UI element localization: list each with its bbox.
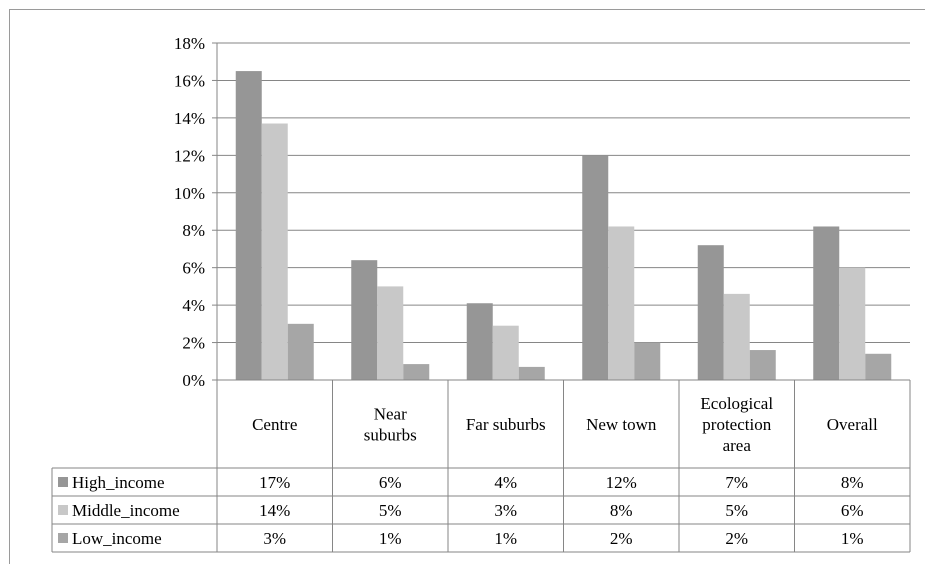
legend-label: High_income	[72, 473, 165, 492]
y-tick-label: 2%	[182, 334, 205, 353]
bar-low-income	[634, 342, 661, 380]
table-value-label: 2%	[610, 529, 633, 548]
bar-high-income	[351, 260, 378, 380]
bar-middle-income	[492, 325, 519, 380]
legend-label: Low_income	[72, 529, 162, 548]
legend-label: Middle_income	[72, 501, 180, 520]
y-tick-label: 16%	[174, 71, 205, 90]
chart-frame	[9, 9, 925, 564]
x-category-label: Overall	[827, 415, 878, 434]
table-value-label: 3%	[494, 501, 517, 520]
table-value-label: 1%	[494, 529, 517, 548]
table-value-label: 5%	[725, 501, 748, 520]
table-value-label: 8%	[610, 501, 633, 520]
legend-key-high-income	[58, 477, 68, 487]
bar-low-income	[518, 366, 545, 380]
bar-low-income	[287, 323, 314, 380]
table-value-label: 14%	[259, 501, 290, 520]
table-value-label: 4%	[494, 473, 517, 492]
table-value-label: 3%	[263, 529, 286, 548]
y-tick-label: 12%	[174, 146, 205, 165]
table-value-label: 17%	[259, 473, 290, 492]
bar-high-income	[582, 155, 609, 380]
x-category-label: Ecological protection area	[700, 394, 773, 455]
x-category-label: Far suburbs	[466, 415, 546, 434]
bar-high-income	[466, 303, 493, 380]
table-value-label: 1%	[841, 529, 864, 548]
y-tick-label: 10%	[174, 184, 205, 203]
y-tick-label: 6%	[182, 259, 205, 278]
bar-low-income	[749, 350, 776, 380]
bar-low-income	[403, 364, 430, 380]
y-tick-label: 0%	[182, 371, 205, 390]
y-tick-label: 8%	[182, 221, 205, 240]
table-value-label: 6%	[841, 501, 864, 520]
bar-middle-income	[723, 293, 750, 380]
table-value-label: 5%	[379, 501, 402, 520]
bar-low-income	[865, 353, 892, 380]
legend-key-low-income	[58, 533, 68, 543]
table-value-label: 7%	[725, 473, 748, 492]
bar-middle-income	[608, 226, 635, 380]
table-value-label: 2%	[725, 529, 748, 548]
y-tick-label: 18%	[174, 34, 205, 53]
legend-key-middle-income	[58, 505, 68, 515]
bar-middle-income	[261, 123, 288, 380]
table-value-label: 8%	[841, 473, 864, 492]
x-category-label: Centre	[252, 415, 297, 434]
bar-high-income	[235, 71, 262, 380]
y-tick-label: 14%	[174, 109, 205, 128]
table-value-label: 12%	[606, 473, 637, 492]
x-category-label: Near suburbs	[364, 405, 417, 445]
bar-high-income	[813, 226, 840, 380]
table-value-label: 1%	[379, 529, 402, 548]
bar-middle-income	[377, 286, 404, 380]
table-value-label: 6%	[379, 473, 402, 492]
bar-high-income	[697, 245, 724, 380]
y-tick-label: 4%	[182, 296, 205, 315]
x-category-label: New town	[586, 415, 657, 434]
bar-middle-income	[839, 267, 866, 380]
